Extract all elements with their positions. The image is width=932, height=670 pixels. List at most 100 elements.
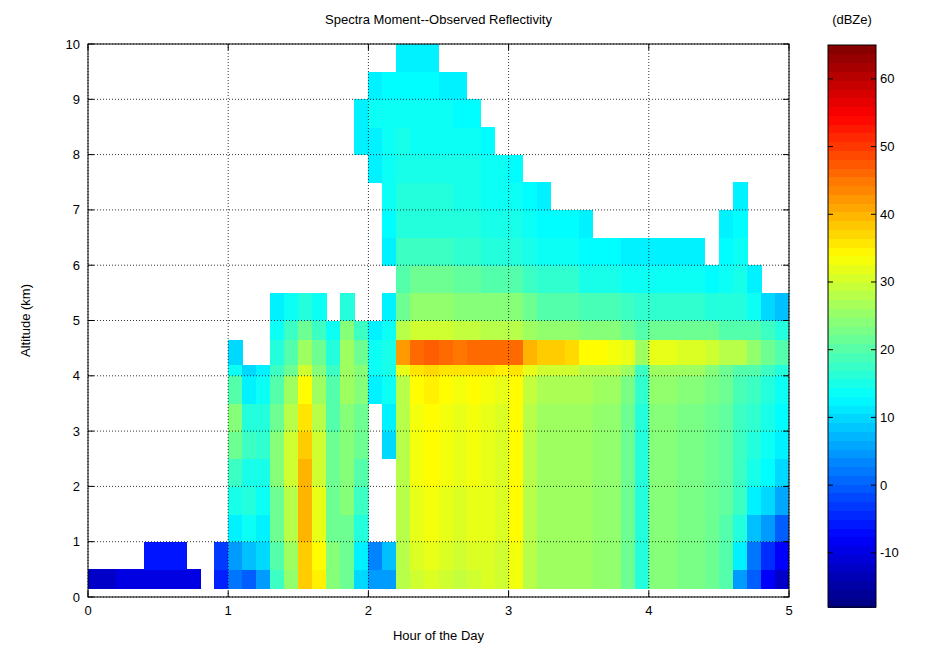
cell (733, 569, 748, 589)
cell (424, 365, 439, 377)
cell (439, 99, 454, 127)
grid-line (88, 320, 789, 321)
cell (453, 376, 468, 404)
cell (495, 182, 510, 210)
cell (747, 486, 762, 514)
cell (649, 514, 664, 542)
cell (509, 403, 524, 431)
grid-line (368, 44, 369, 597)
cell (607, 459, 622, 487)
cell (382, 72, 397, 100)
cell (705, 265, 720, 293)
cell (677, 542, 692, 570)
cell (495, 431, 510, 459)
cell (410, 514, 425, 542)
cell (354, 365, 369, 377)
cell (719, 365, 734, 377)
cell (228, 365, 243, 377)
cell (621, 265, 636, 293)
cell (677, 403, 692, 431)
cell (284, 293, 299, 321)
cell (410, 365, 425, 377)
colorbar-tick-label: -10 (880, 545, 899, 560)
grid-line (88, 486, 789, 487)
cell (663, 431, 678, 459)
tick-label: 2 (365, 603, 372, 618)
cell (719, 542, 734, 570)
cell (621, 321, 636, 341)
cell (565, 265, 580, 293)
cell (705, 376, 720, 404)
cell (579, 376, 594, 404)
cell (453, 210, 468, 238)
cell (284, 403, 299, 431)
cell (495, 376, 510, 404)
cell (775, 403, 789, 431)
cell (635, 321, 650, 341)
x-axis-title: Hour of the Day (393, 628, 485, 643)
cell (424, 542, 439, 570)
tick (783, 431, 789, 432)
colorbar-strip (828, 431, 876, 440)
cell (719, 403, 734, 431)
cell (733, 431, 748, 459)
cell (649, 365, 664, 377)
cell (312, 569, 327, 589)
cell (298, 459, 313, 487)
cell (551, 431, 566, 459)
cell (270, 403, 285, 431)
cell (228, 486, 243, 514)
cell (761, 403, 776, 431)
cell (284, 459, 299, 487)
cell (439, 542, 454, 570)
cell (467, 569, 482, 589)
cell (691, 514, 706, 542)
cell (523, 210, 538, 238)
cell (677, 376, 692, 404)
tick (368, 44, 369, 50)
cell (228, 569, 243, 589)
colorbar-strip (828, 370, 876, 379)
cell (551, 459, 566, 487)
colorbar-strip (828, 54, 876, 63)
colorbar-strip (828, 221, 876, 230)
cell (495, 569, 510, 589)
cell (382, 365, 397, 377)
cell (439, 72, 454, 100)
colorbar-strip (828, 212, 876, 221)
tick-label: 1 (225, 603, 232, 618)
tick (88, 154, 94, 155)
cell (382, 99, 397, 127)
cell (649, 238, 664, 266)
cell (565, 365, 580, 377)
cell (439, 182, 454, 210)
cell (747, 293, 762, 321)
cell (509, 365, 524, 377)
cell (424, 376, 439, 404)
colorbar-strip (828, 405, 876, 414)
tick-label: 5 (73, 313, 80, 328)
cell (424, 127, 439, 155)
colorbar-strip (828, 194, 876, 203)
cell (775, 293, 789, 321)
cell (396, 182, 411, 210)
cell (495, 238, 510, 266)
cell (705, 340, 720, 365)
cell (481, 238, 496, 266)
colorbar-strip (828, 273, 876, 282)
colorbar-strip (828, 291, 876, 300)
background (0, 0, 932, 670)
cell (607, 238, 622, 266)
cell (228, 403, 243, 431)
cell (453, 155, 468, 183)
cell (396, 321, 411, 341)
colorbar-strip (828, 537, 876, 546)
cell (495, 293, 510, 321)
cell (410, 403, 425, 431)
cell (467, 321, 482, 341)
cell (256, 459, 271, 487)
cell (523, 340, 538, 365)
cell (242, 431, 257, 459)
cell (228, 542, 243, 570)
cell (621, 514, 636, 542)
